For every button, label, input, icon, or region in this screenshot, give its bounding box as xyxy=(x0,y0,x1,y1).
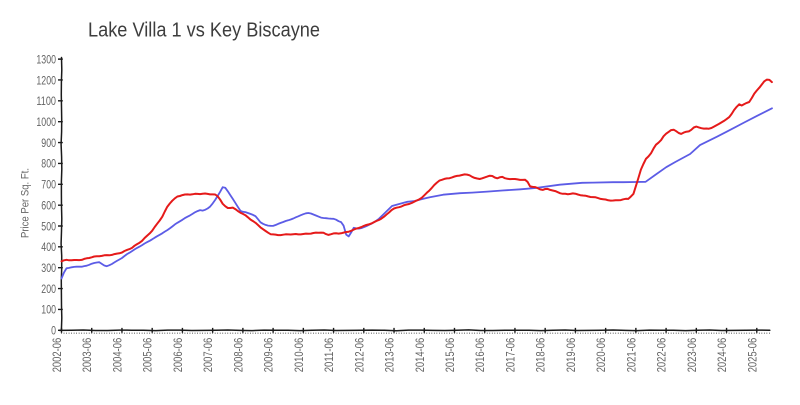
svg-text:2004-06: 2004-06 xyxy=(111,338,125,373)
svg-text:2002-06: 2002-06 xyxy=(50,338,64,373)
svg-text:2021-06: 2021-06 xyxy=(624,338,638,373)
svg-text:900: 900 xyxy=(41,136,56,150)
svg-text:2024-06: 2024-06 xyxy=(715,338,729,373)
svg-text:2023-06: 2023-06 xyxy=(685,338,699,373)
svg-text:2012-06: 2012-06 xyxy=(352,338,366,373)
svg-text:2014-06: 2014-06 xyxy=(413,338,427,373)
svg-text:2007-06: 2007-06 xyxy=(201,338,215,373)
svg-text:700: 700 xyxy=(41,178,56,192)
svg-text:500: 500 xyxy=(41,219,56,233)
svg-text:2005-06: 2005-06 xyxy=(141,338,155,373)
svg-text:1200: 1200 xyxy=(36,73,56,87)
svg-text:800: 800 xyxy=(41,157,56,171)
svg-text:2016-06: 2016-06 xyxy=(473,338,487,373)
svg-text:2020-06: 2020-06 xyxy=(594,338,608,373)
svg-text:300: 300 xyxy=(41,261,56,275)
svg-text:2022-06: 2022-06 xyxy=(655,338,669,373)
svg-text:2013-06: 2013-06 xyxy=(383,338,397,373)
svg-text:2025-06: 2025-06 xyxy=(745,338,759,373)
svg-text:100: 100 xyxy=(41,303,56,317)
svg-text:2011-06: 2011-06 xyxy=(322,338,336,373)
svg-text:2019-06: 2019-06 xyxy=(564,338,578,373)
svg-text:2009-06: 2009-06 xyxy=(262,338,276,373)
svg-text:2006-06: 2006-06 xyxy=(171,338,185,373)
svg-text:2003-06: 2003-06 xyxy=(80,338,94,373)
svg-text:1000: 1000 xyxy=(36,115,56,129)
svg-text:200: 200 xyxy=(41,282,56,296)
svg-text:Price Per Sq. Ft.: Price Per Sq. Ft. xyxy=(20,168,32,238)
svg-text:600: 600 xyxy=(41,198,56,212)
svg-text:2015-06: 2015-06 xyxy=(443,338,457,373)
svg-text:2017-06: 2017-06 xyxy=(504,338,518,373)
svg-text:Lake Villa 1 vs Key Biscayne: Lake Villa 1 vs Key Biscayne xyxy=(88,20,320,42)
svg-text:2018-06: 2018-06 xyxy=(534,338,548,373)
svg-text:2008-06: 2008-06 xyxy=(231,338,245,373)
svg-text:0: 0 xyxy=(51,324,56,338)
svg-text:1300: 1300 xyxy=(36,52,56,66)
svg-text:400: 400 xyxy=(41,240,56,254)
svg-text:2010-06: 2010-06 xyxy=(292,338,306,373)
svg-text:1100: 1100 xyxy=(36,94,56,108)
